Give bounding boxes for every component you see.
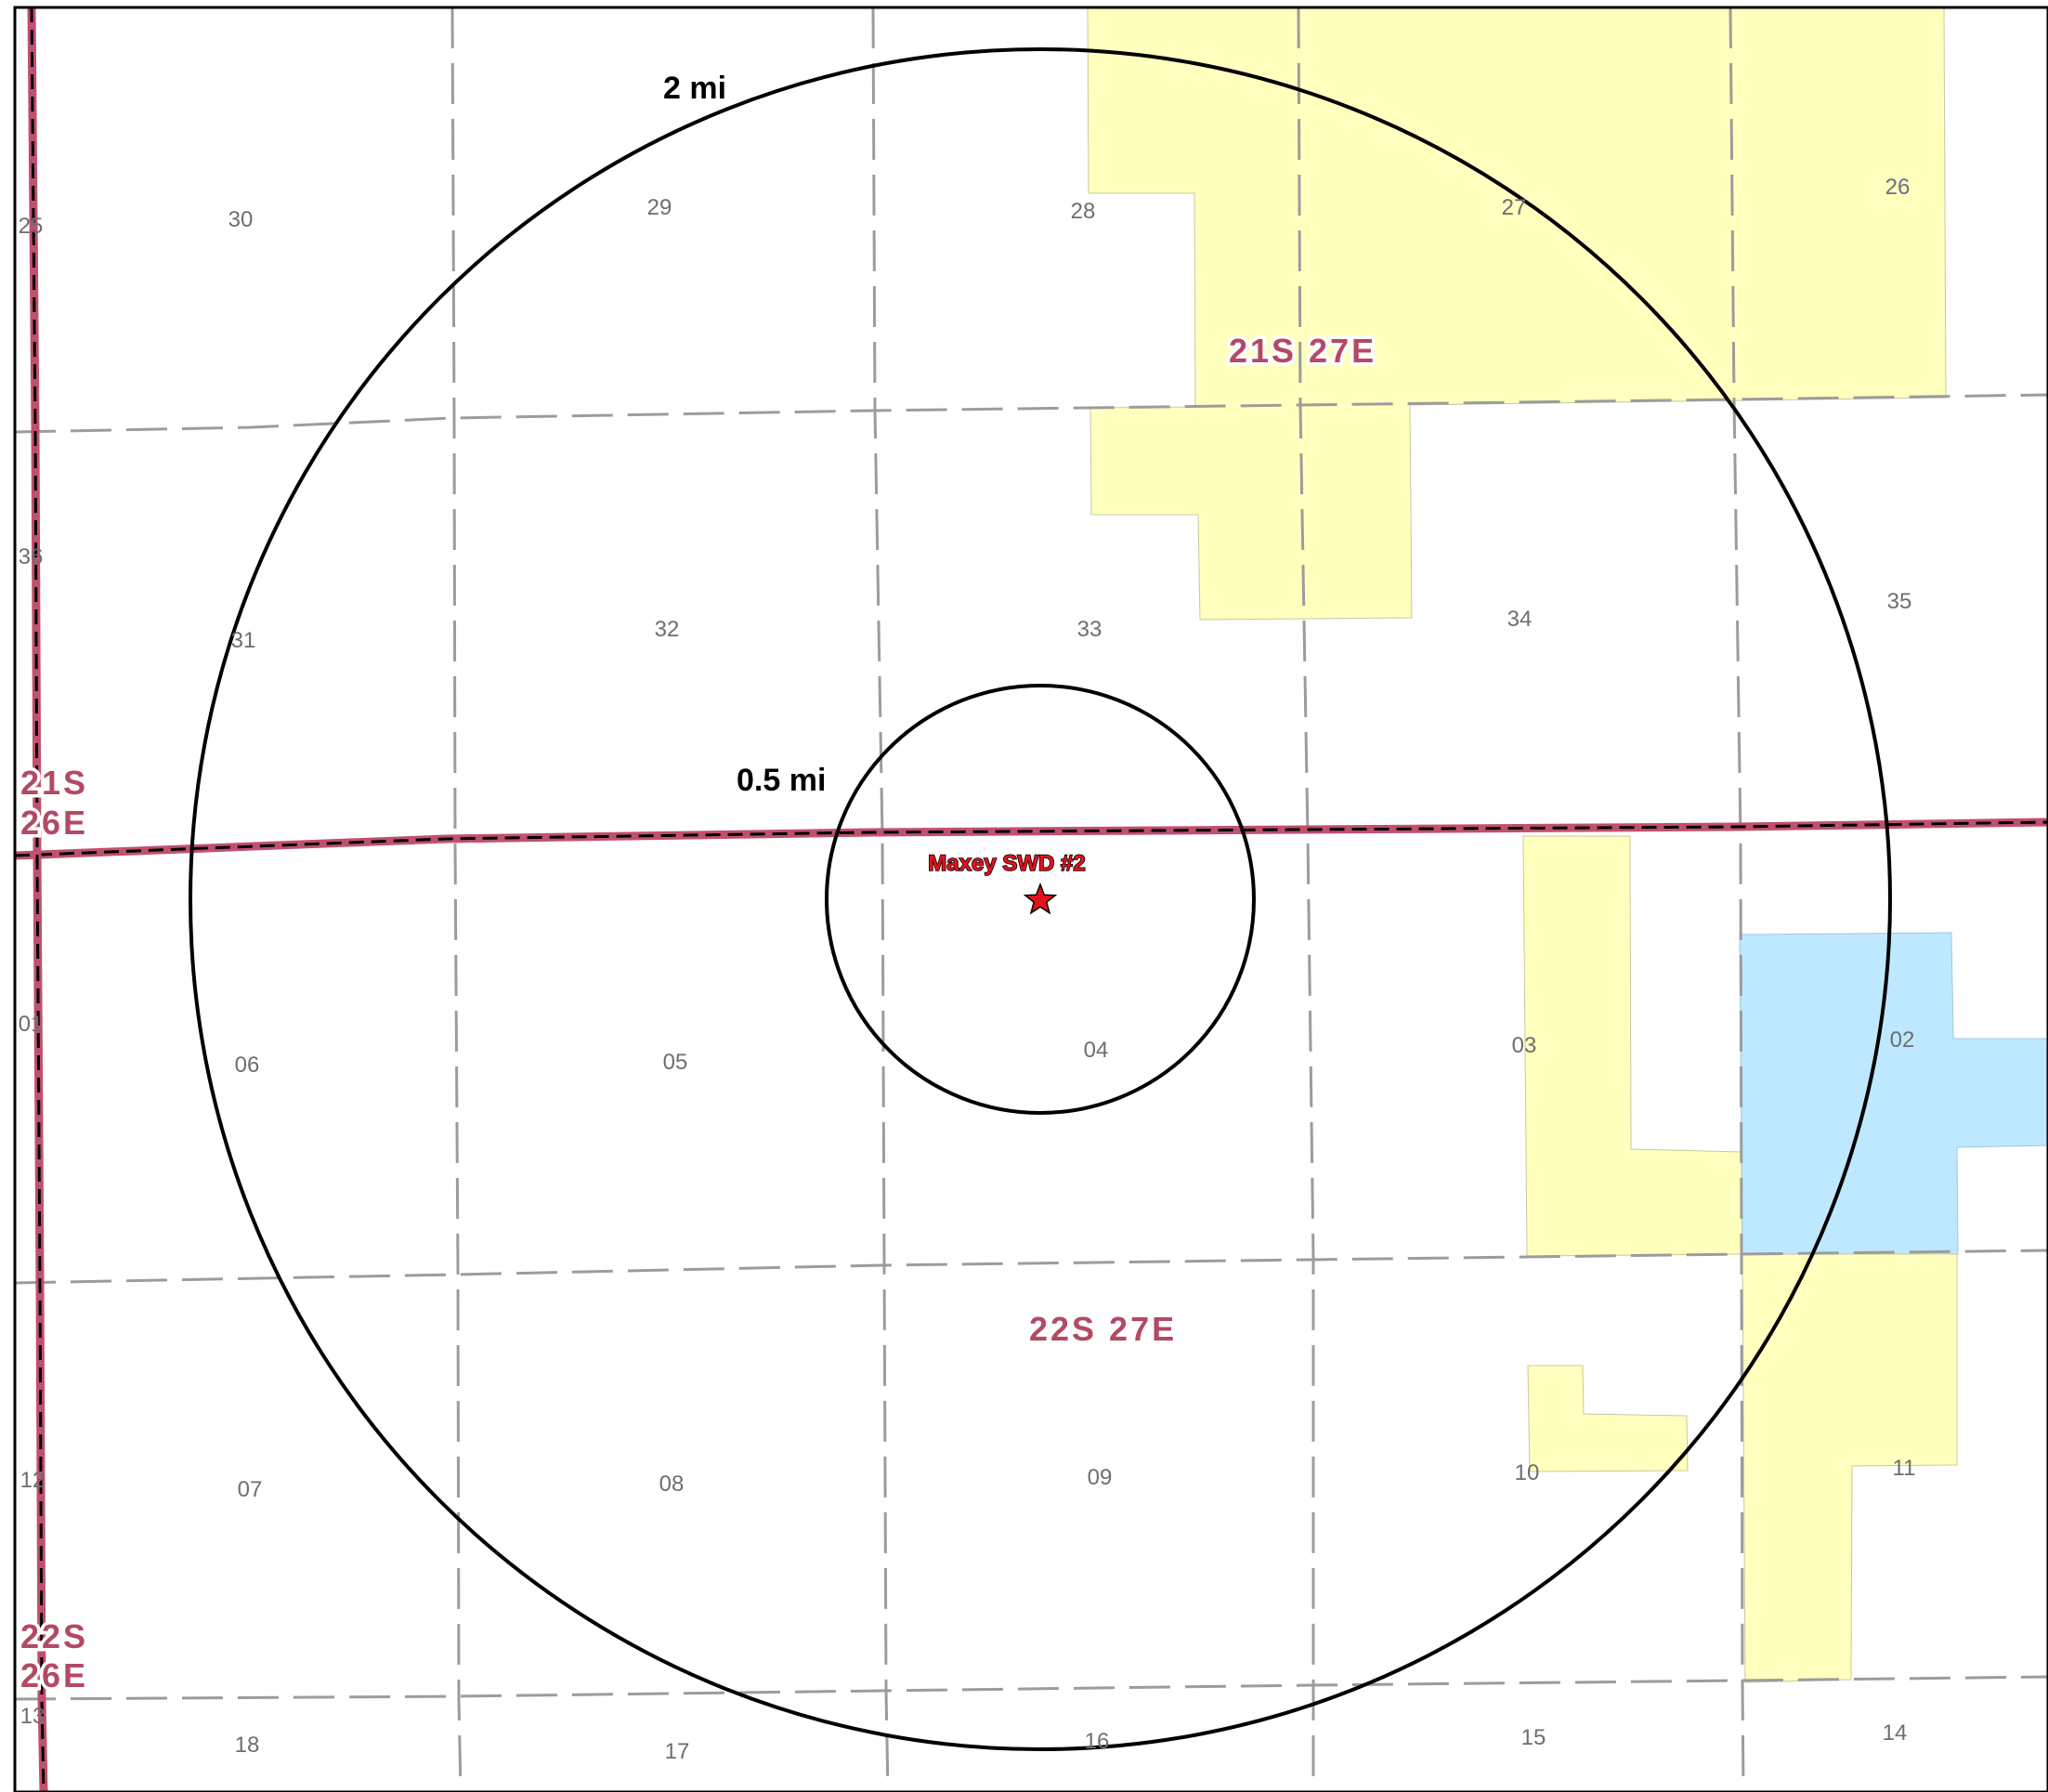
section-label: 32: [655, 617, 680, 642]
section-label: 27: [1502, 195, 1527, 220]
section-label: 33: [1077, 617, 1102, 642]
section-label: 30: [228, 207, 254, 232]
township-labels: 21S 27E 22S 27E 21S 26E 22S 26E: [18, 329, 1377, 1698]
section-label: 18: [235, 1733, 260, 1758]
section-label: 01: [19, 1012, 44, 1037]
site-label: Maxey SWD #2: [928, 851, 1085, 876]
section-label: 15: [1521, 1725, 1546, 1750]
section-label: 10: [1515, 1460, 1540, 1485]
township-label-22s-26e-line2: 26E: [20, 1656, 88, 1694]
section-label: 05: [663, 1050, 688, 1075]
township-label-22s-27e: 22S 27E: [1029, 1310, 1177, 1348]
section-label: 31: [231, 628, 256, 653]
section-label: 29: [647, 195, 672, 220]
section-label: 08: [659, 1472, 685, 1497]
ring-label-2-mi: 2 mi: [663, 71, 726, 106]
township-label-22s-26e-line1: 22S: [20, 1617, 88, 1655]
section-label: 04: [1084, 1038, 1109, 1063]
section-label: 25: [19, 214, 44, 239]
section-label: 16: [1085, 1729, 1110, 1754]
section-label: 12: [20, 1468, 46, 1493]
section-label: 13: [20, 1704, 46, 1729]
section-labels: 25 30 29 28 27 26 36 31 32 33 34 35 01 0…: [19, 175, 1916, 1764]
section-label: 07: [238, 1477, 263, 1502]
ring-2-mile: [189, 47, 1892, 1751]
star-icon[interactable]: [1023, 882, 1058, 915]
township-label-21s-26e-line2: 26E: [20, 804, 88, 842]
ring-label-half-mi: 0.5 mi: [737, 763, 826, 798]
section-label: 28: [1071, 199, 1096, 224]
township-label-21s-26e-line1: 21S: [20, 764, 88, 802]
section-label: 34: [1507, 607, 1533, 632]
section-label: 09: [1088, 1465, 1113, 1490]
section-label: 26: [1885, 175, 1911, 200]
township-lines: [14, 7, 2048, 1792]
section-label: 06: [235, 1053, 260, 1078]
yellow-area-east-lower: [1741, 1253, 1958, 1683]
ring-half-mile: [825, 684, 1256, 1115]
section-label: 02: [1890, 1027, 1915, 1053]
township-label-21s-27e: 21S 27E: [1229, 332, 1376, 370]
yellow-area-sec10: [1527, 1365, 1689, 1472]
map-frame: [13, 6, 2048, 1792]
section-label: 35: [1887, 589, 1912, 614]
section-lines: [14, 7, 2048, 1792]
section-label: 36: [19, 544, 44, 569]
section-label: 14: [1883, 1720, 1908, 1746]
section-label: 03: [1512, 1033, 1537, 1058]
section-label: 11: [1893, 1456, 1916, 1481]
section-label: 17: [665, 1739, 690, 1764]
